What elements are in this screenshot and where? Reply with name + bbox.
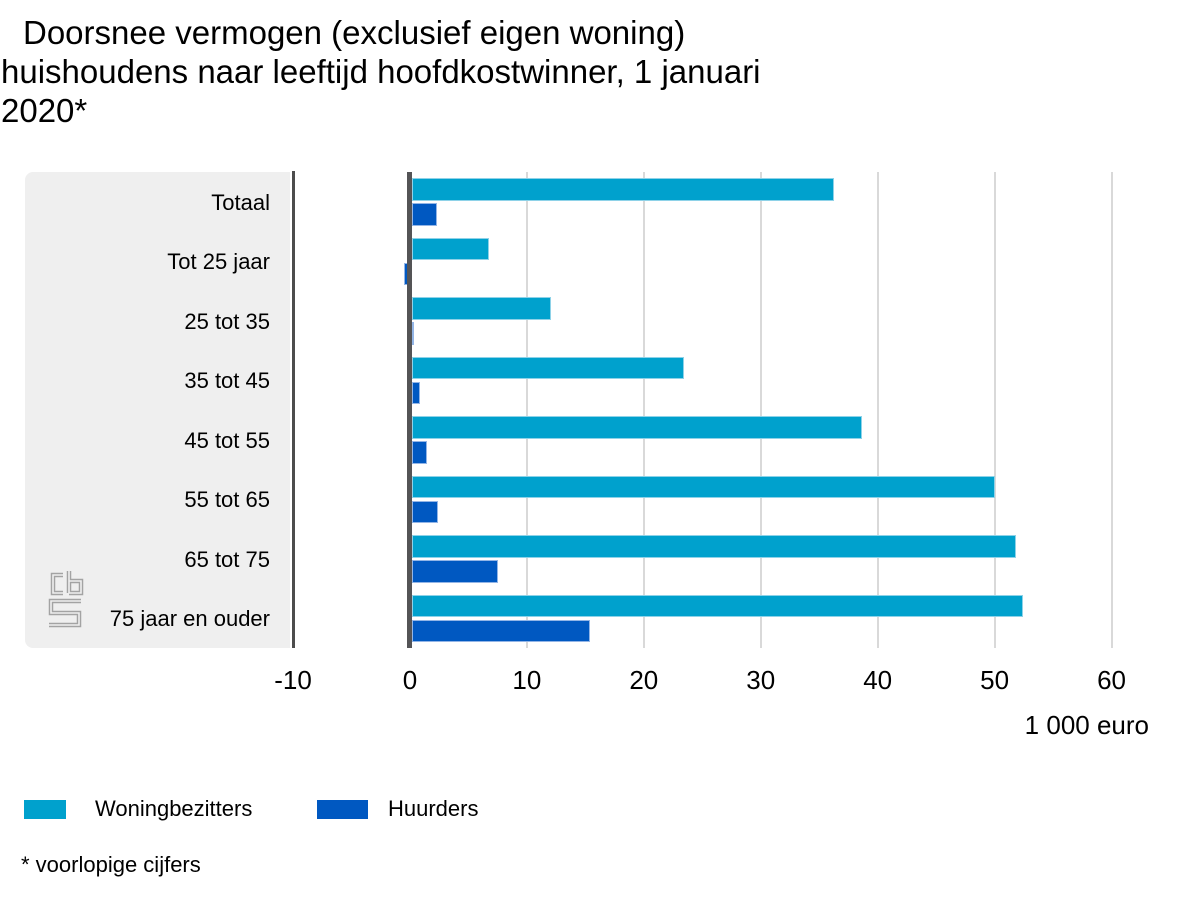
chart-title: Doorsnee vermogen (exclusief eigen wonin… xyxy=(1,13,1086,130)
bar-woningbezitters-4[interactable] xyxy=(411,416,863,439)
bar-huurders-7[interactable] xyxy=(411,619,590,643)
x-tick-label-20: 20 xyxy=(629,665,659,695)
x-tick-label-60: 60 xyxy=(1097,665,1126,695)
title-line-1: Doorsnee vermogen (exclusief eigen wonin… xyxy=(23,14,686,51)
bar-woningbezitters-7[interactable] xyxy=(411,594,1023,618)
bar-huurders-3[interactable] xyxy=(411,381,421,405)
category-label-4: 45 tot 55 xyxy=(184,427,270,453)
x-tick-label-30: 30 xyxy=(746,665,776,695)
category-label-7: 75 jaar en ouder xyxy=(109,606,270,632)
cbs-logo-icon xyxy=(48,571,84,628)
bar-woningbezitters-5[interactable] xyxy=(411,475,995,499)
bar-huurders-6[interactable] xyxy=(411,560,498,583)
bar-woningbezitters-0[interactable] xyxy=(411,178,835,201)
legend-item-woningbezitters[interactable]: Woningbezitters xyxy=(24,796,252,822)
bar-huurders-5[interactable] xyxy=(411,500,438,524)
bar-woningbezitters-1[interactable] xyxy=(411,237,490,261)
x-axis-unit-label: 1 000 euro xyxy=(1024,710,1149,740)
x-tick-label-40: 40 xyxy=(863,665,893,695)
category-label-2: 25 tot 35 xyxy=(184,308,270,334)
bar-huurders-4[interactable] xyxy=(411,441,428,464)
category-label-5: 55 tot 65 xyxy=(184,487,270,513)
gridline-40 xyxy=(876,172,879,648)
x-tick-label-0: 0 xyxy=(402,665,418,695)
bar-woningbezitters-3[interactable] xyxy=(411,356,684,380)
bar-huurders-0[interactable] xyxy=(411,203,437,226)
legend-label-woningbezitters: Woningbezitters xyxy=(95,796,253,821)
plot-area xyxy=(293,172,1163,648)
title-line-3: 2020* xyxy=(1,92,88,129)
legend-swatch-woningbezitters xyxy=(24,799,66,819)
category-panel: Totaal Tot 25 jaar 25 tot 35 35 tot 45 45 to… xyxy=(25,172,290,648)
legend-label-huurders: Huurders xyxy=(388,796,479,821)
x-tick-label-50: 50 xyxy=(980,665,1010,695)
y-axis-separator-line xyxy=(292,171,295,648)
bar-woningbezitters-6[interactable] xyxy=(411,535,1016,558)
gridline-60 xyxy=(1110,172,1113,648)
category-label-0: Totaal xyxy=(211,189,270,215)
category-label-3: 35 tot 45 xyxy=(184,368,270,394)
x-tick-label--10: -10 xyxy=(274,665,312,695)
category-label-6: 65 tot 75 xyxy=(184,546,270,572)
legend-item-huurders[interactable]: Huurders xyxy=(317,796,478,822)
bar-woningbezitters-2[interactable] xyxy=(411,297,552,320)
legend-swatch-huurders xyxy=(317,799,368,819)
bar-huurders-2[interactable] xyxy=(411,322,414,345)
category-label-1: Tot 25 jaar xyxy=(167,249,270,275)
x-axis-zero-line xyxy=(407,172,413,648)
title-line-2: huishoudens naar leeftijd hoofdkostwinne… xyxy=(1,53,761,90)
footnote: * voorlopige cijfers xyxy=(21,852,201,877)
gridline-10 xyxy=(525,172,528,648)
gridline-30 xyxy=(759,172,762,648)
gridline-20 xyxy=(642,172,645,648)
x-tick-label-10: 10 xyxy=(512,665,542,695)
gridline-50 xyxy=(993,172,996,648)
